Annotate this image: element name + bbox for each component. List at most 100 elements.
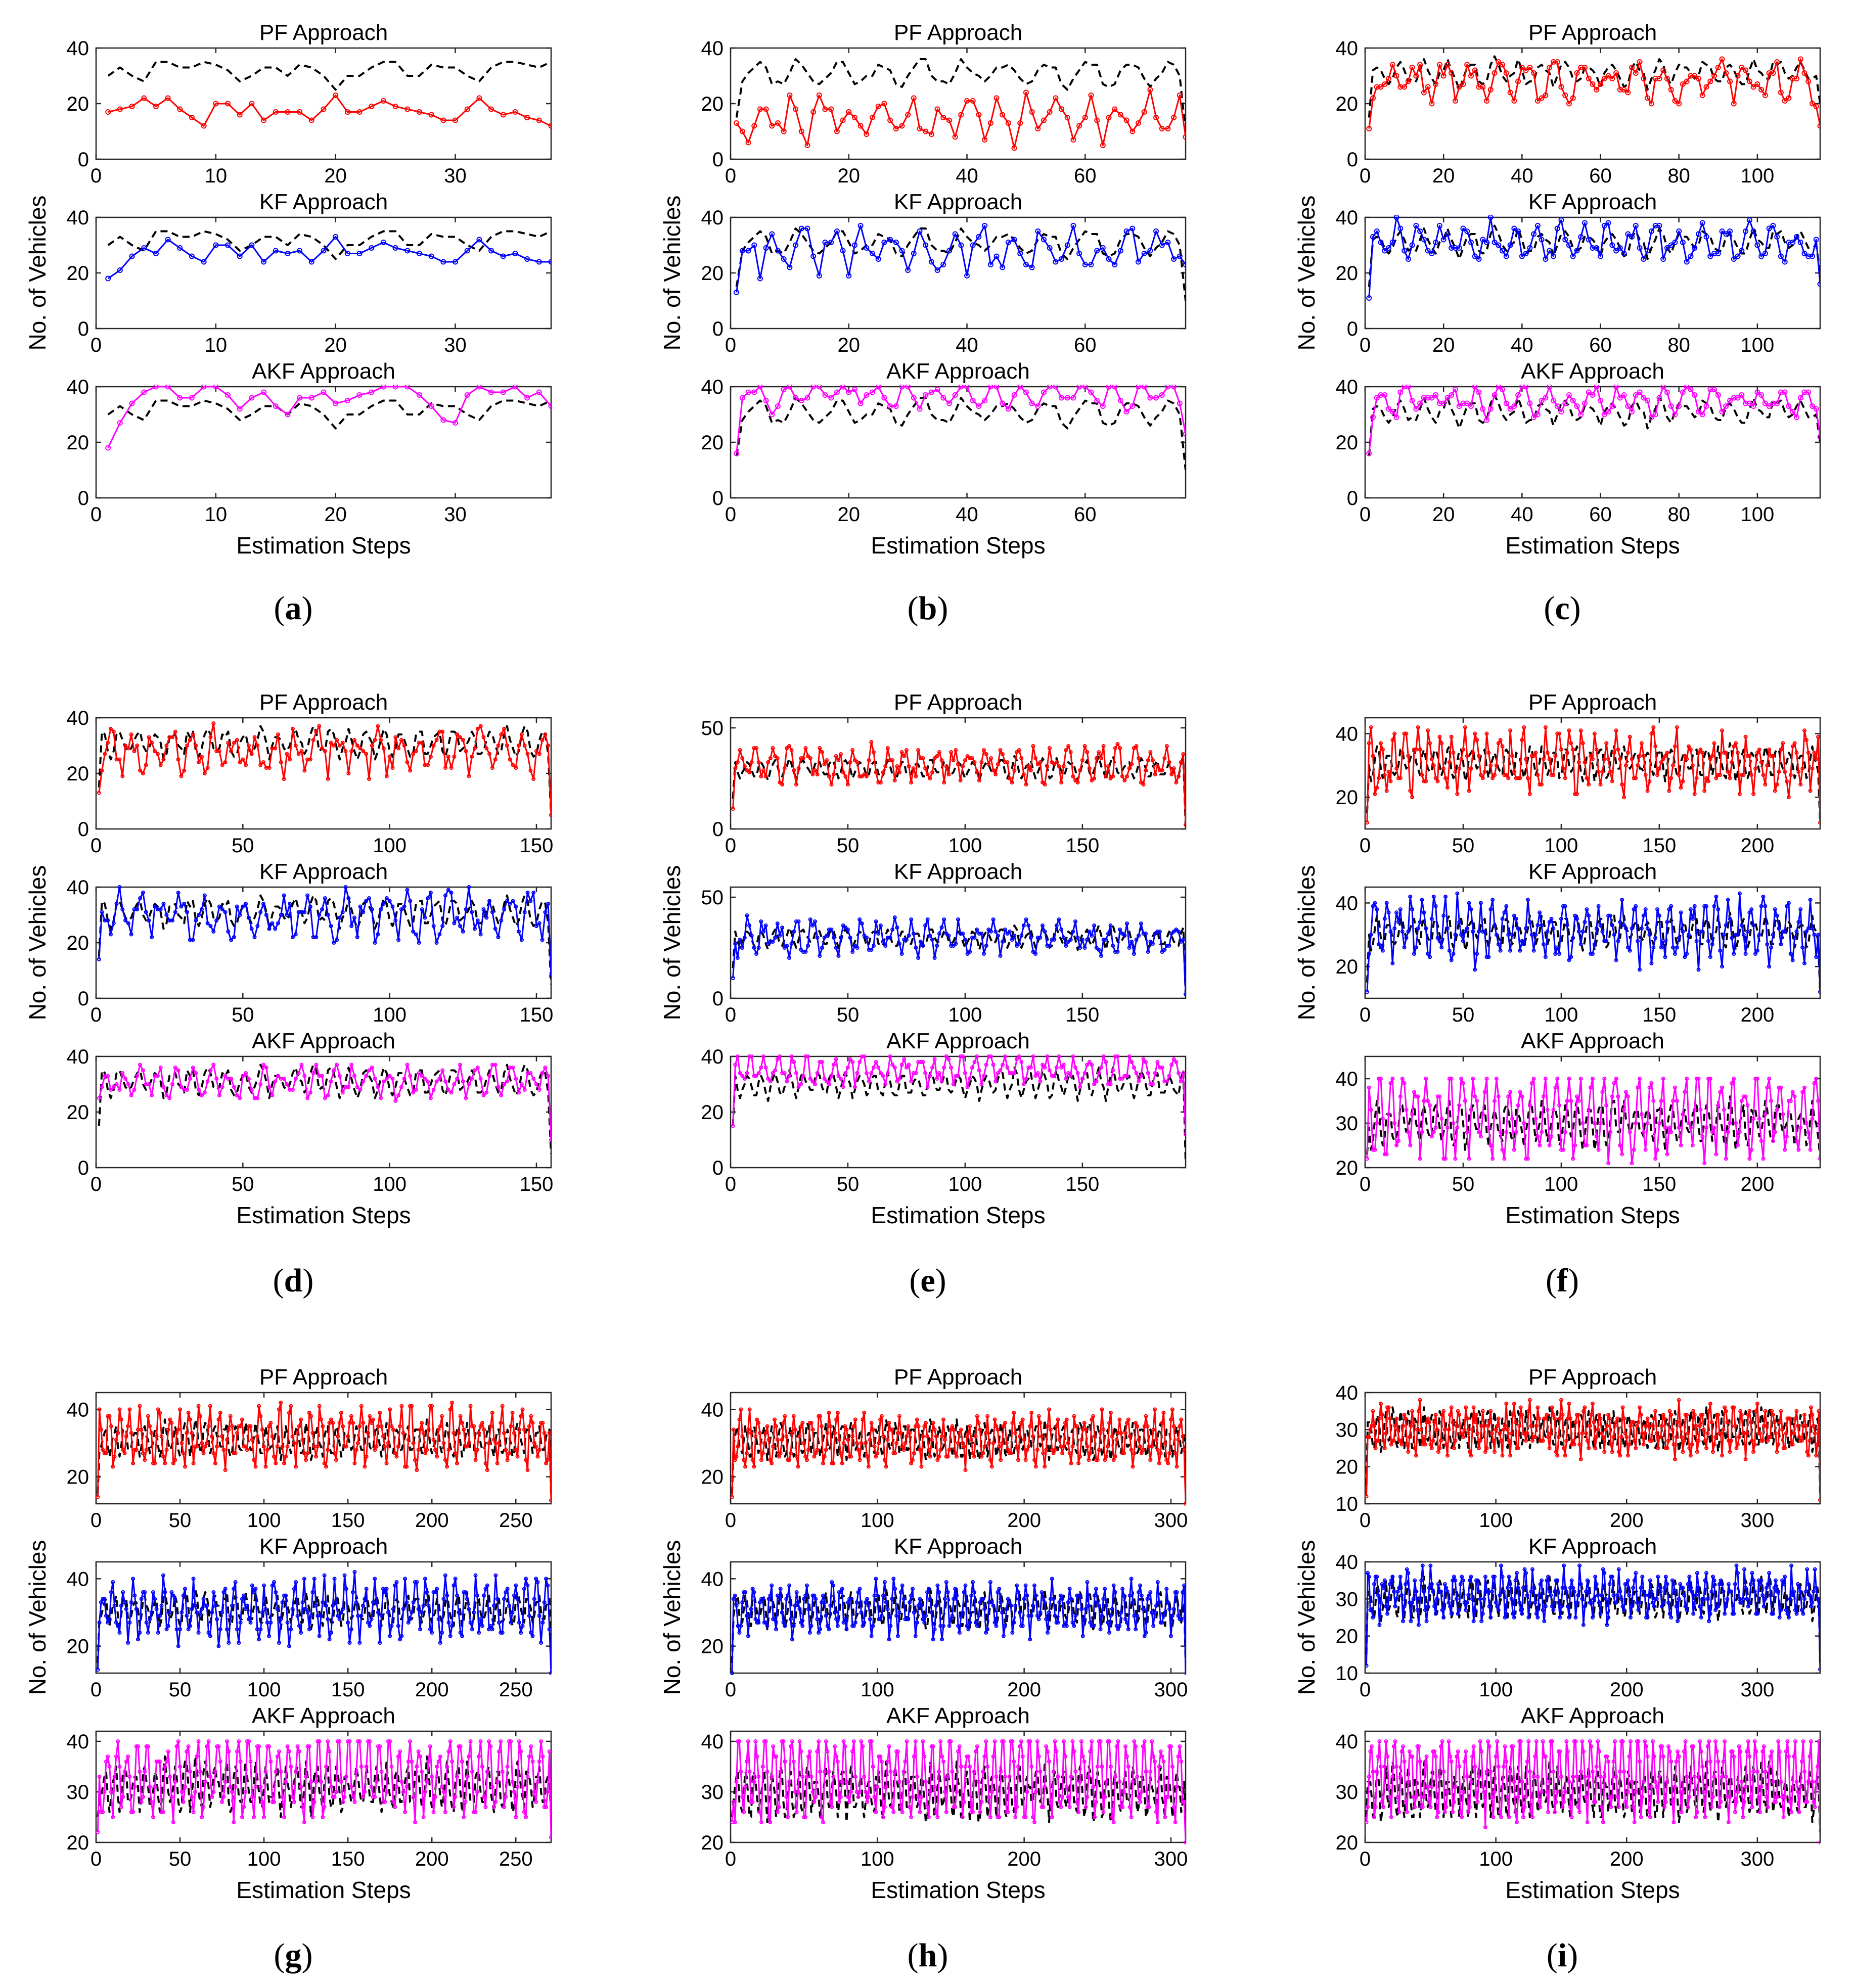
data-point <box>1094 1587 1098 1591</box>
data-point <box>1726 1130 1730 1134</box>
data-point <box>220 907 224 911</box>
data-point <box>1103 1587 1107 1591</box>
data-point <box>1800 1090 1805 1094</box>
data-point <box>1439 1117 1444 1121</box>
data-point <box>1178 1744 1182 1748</box>
data-point <box>1609 76 1615 81</box>
data-point <box>1026 1066 1031 1070</box>
data-point <box>813 1451 818 1455</box>
data-point <box>339 1411 343 1415</box>
data-point <box>1790 958 1795 962</box>
data-point <box>751 389 757 395</box>
data-point <box>441 1597 446 1601</box>
data-point <box>1396 920 1400 924</box>
data-point <box>1384 1431 1388 1436</box>
data-point <box>857 223 864 228</box>
data-point <box>1625 1094 1630 1099</box>
data-point <box>1452 387 1458 392</box>
data-point <box>1038 1610 1043 1614</box>
data-point <box>1559 747 1563 752</box>
data-point <box>1115 742 1120 746</box>
data-point <box>177 106 183 112</box>
data-point <box>1486 1125 1491 1130</box>
data-point <box>240 1815 244 1819</box>
data-point <box>763 1621 768 1625</box>
data-point <box>1757 933 1761 937</box>
data-point <box>1147 87 1153 93</box>
data-point <box>821 1593 825 1598</box>
data-point <box>141 389 147 395</box>
data-point <box>1139 1790 1144 1794</box>
data-point <box>1688 907 1693 911</box>
data-point <box>326 1739 330 1743</box>
data-point <box>1510 1117 1514 1121</box>
x-tick-label: 30 <box>444 165 467 187</box>
x-tick-label: 100 <box>373 1004 406 1026</box>
data-point <box>225 1627 230 1632</box>
data-point <box>899 750 904 754</box>
subplot-title: PF Approach <box>1528 1365 1657 1390</box>
data-point <box>905 1739 909 1743</box>
data-point <box>977 778 981 782</box>
data-point <box>1557 952 1562 956</box>
data-point <box>1449 70 1455 76</box>
data-point <box>121 1448 125 1452</box>
data-point <box>1147 1593 1151 1598</box>
data-point <box>828 1603 833 1608</box>
data-point <box>1402 385 1408 390</box>
data-point <box>531 777 536 781</box>
data-point <box>934 1434 938 1439</box>
data-point <box>1071 930 1075 934</box>
data-point <box>1533 933 1538 937</box>
data-point <box>326 1617 330 1622</box>
data-point <box>1602 939 1607 943</box>
data-point <box>957 1431 962 1435</box>
data-point <box>401 1607 405 1611</box>
data-point <box>218 1411 222 1415</box>
y-tick-label: 40 <box>67 207 89 229</box>
data-point <box>1794 1139 1799 1143</box>
data-point <box>324 1765 328 1769</box>
data-point <box>517 1427 521 1432</box>
data-point <box>1386 769 1391 774</box>
data-point <box>1700 751 1705 755</box>
data-point <box>1012 1760 1016 1764</box>
data-point <box>1774 59 1780 65</box>
data-point <box>1098 1431 1103 1435</box>
data-point <box>161 902 166 906</box>
data-point <box>1433 81 1439 87</box>
data-point <box>1029 1613 1034 1618</box>
data-point <box>273 109 279 115</box>
data-point <box>1135 120 1141 126</box>
data-point <box>1804 1121 1809 1125</box>
data-point <box>488 1624 493 1628</box>
data-point <box>1164 1795 1169 1799</box>
data-point <box>213 101 219 107</box>
data-point <box>1743 400 1749 406</box>
data-point <box>404 1600 409 1604</box>
data-point <box>285 251 291 256</box>
data-point <box>874 770 878 774</box>
data-point <box>1625 751 1630 755</box>
data-point <box>1714 1152 1719 1157</box>
data-point <box>202 893 207 898</box>
data-point <box>502 1082 507 1086</box>
data-point <box>132 1593 137 1598</box>
data-point <box>241 1074 245 1078</box>
data-point <box>1527 1103 1532 1107</box>
data-point <box>475 1448 479 1452</box>
data-point <box>279 760 283 764</box>
data-point <box>1064 395 1070 401</box>
data-point <box>857 917 862 921</box>
data-point <box>868 1617 872 1622</box>
data-point <box>1082 385 1088 390</box>
data-point <box>426 1760 431 1764</box>
data-point <box>542 1600 547 1604</box>
data-point <box>346 1621 350 1625</box>
data-point <box>1496 1094 1501 1099</box>
data-point <box>305 1451 310 1455</box>
data-point <box>484 915 489 920</box>
y-tick-label: 0 <box>1347 318 1358 340</box>
data-point <box>390 904 395 909</box>
data-point <box>1718 948 1723 953</box>
